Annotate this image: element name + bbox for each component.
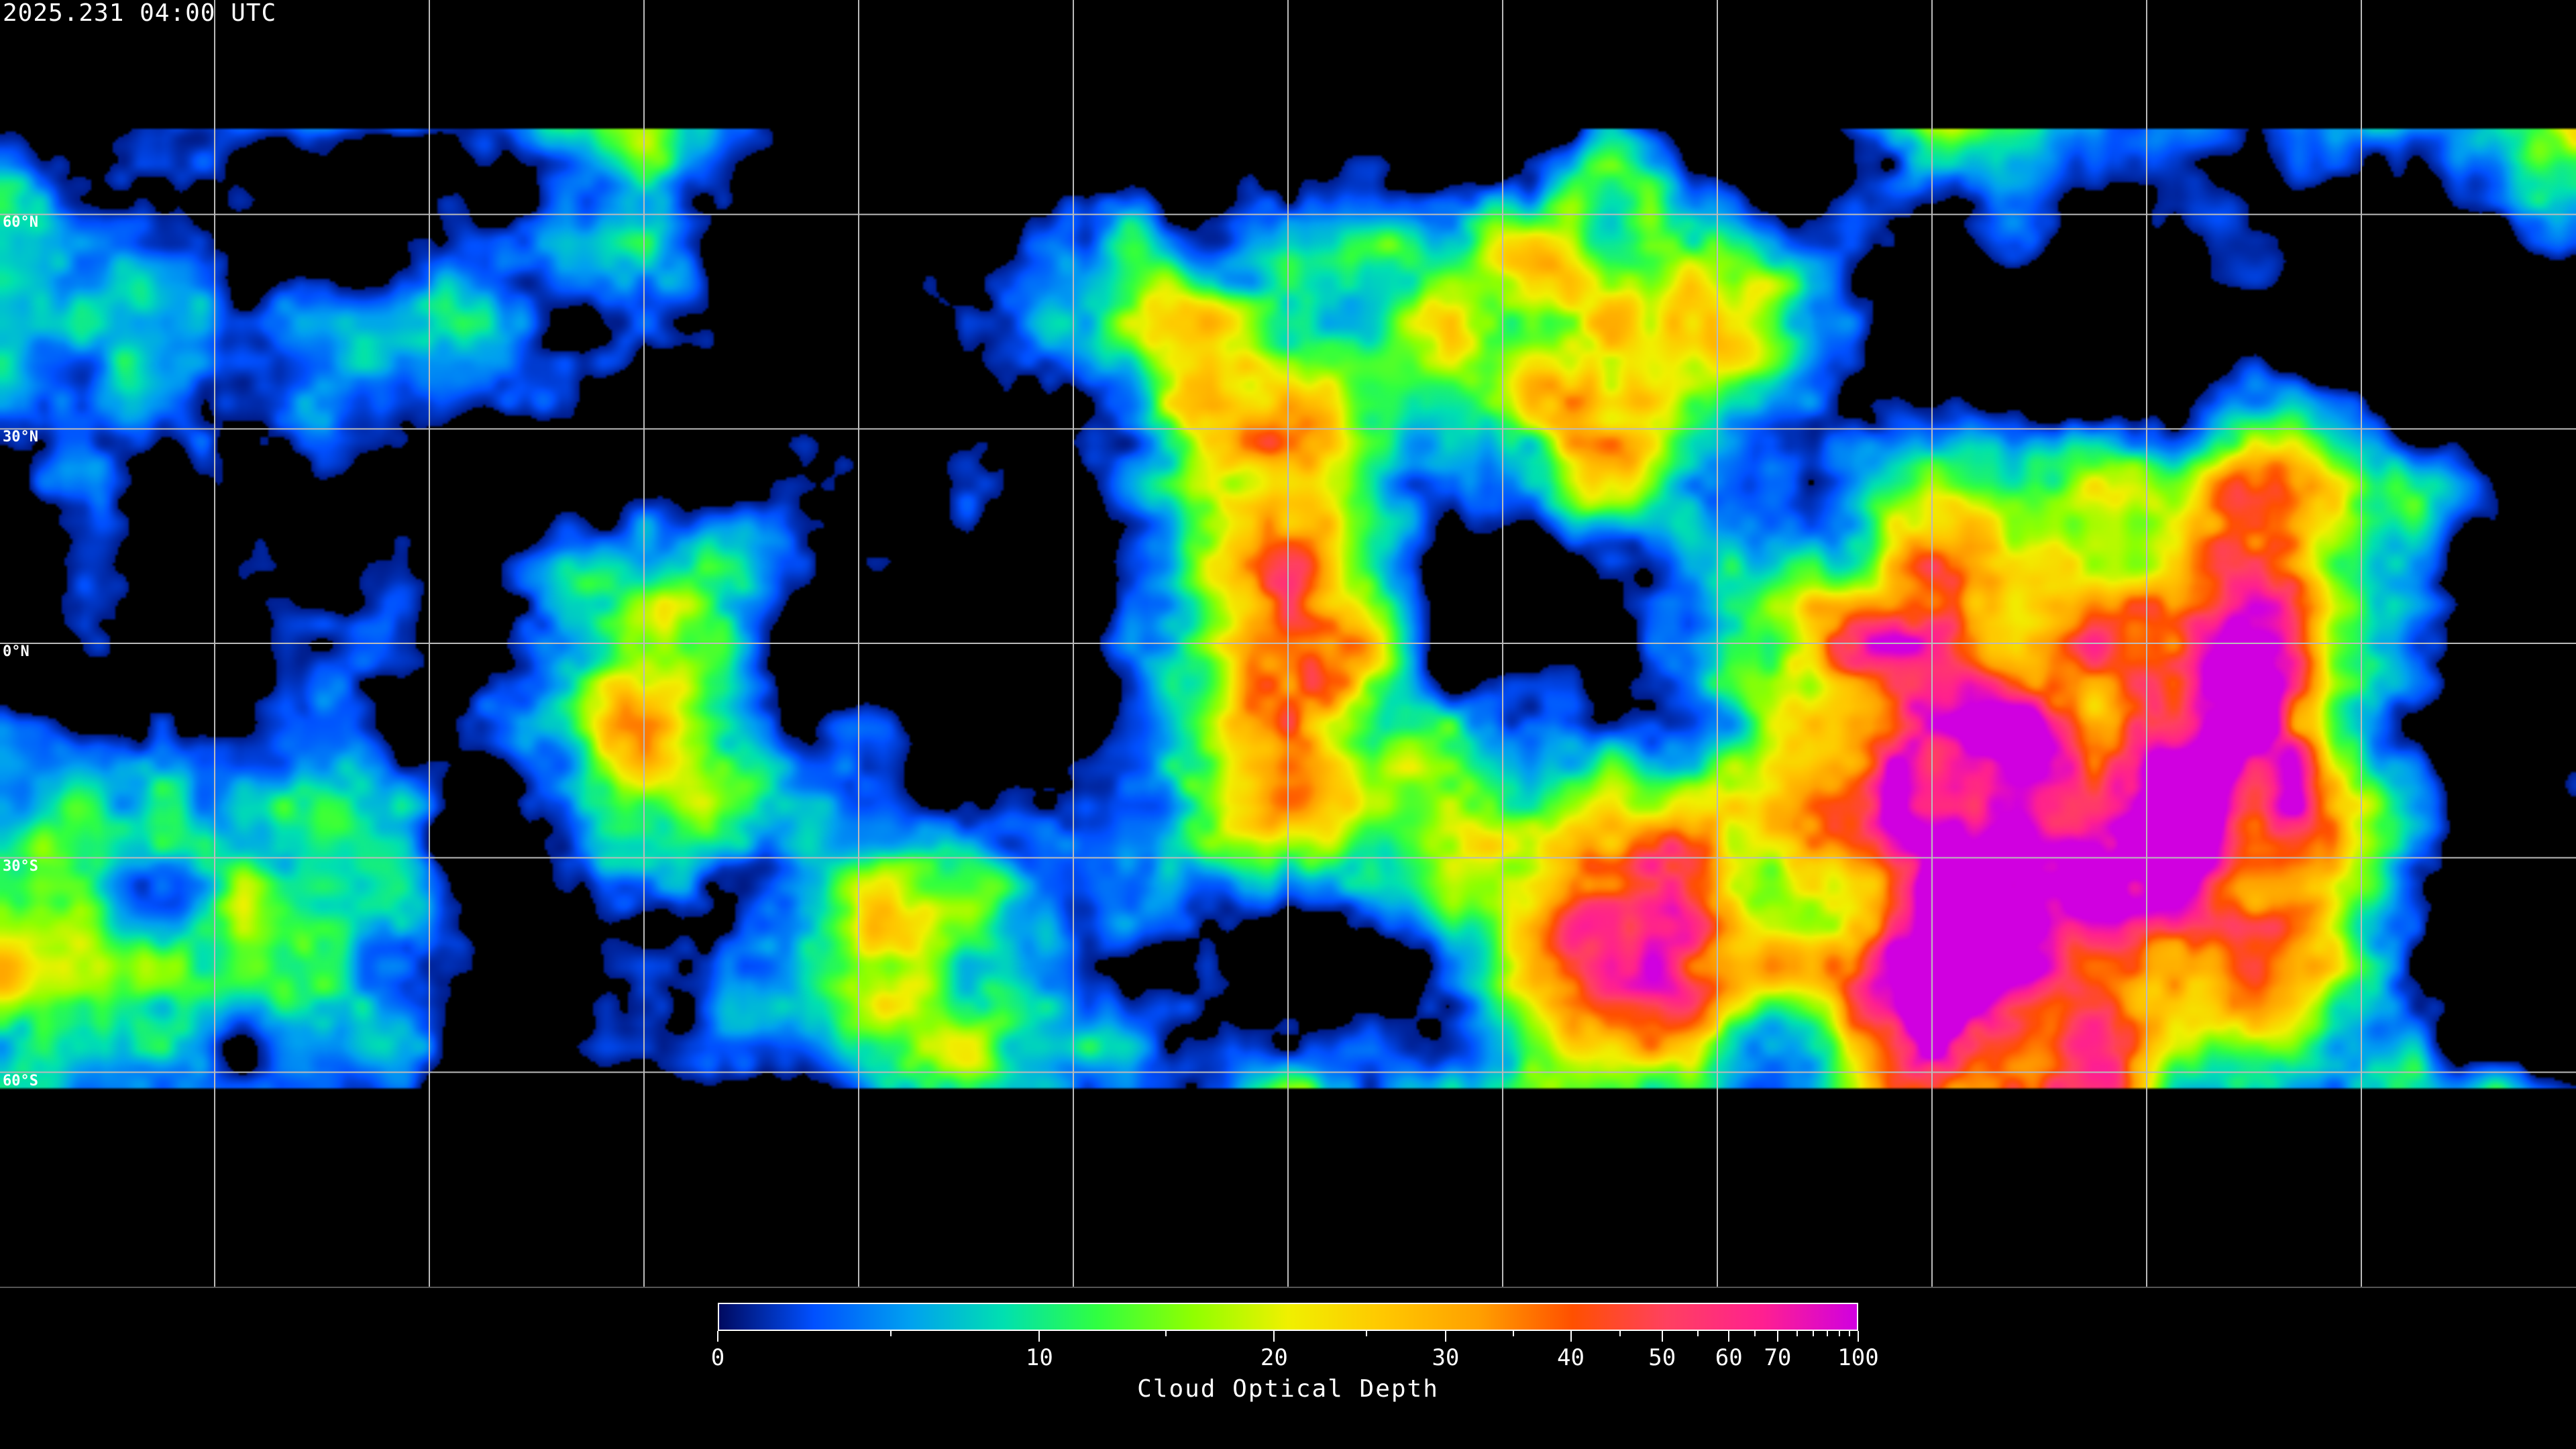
lat-label-60n: 60°N xyxy=(3,214,38,231)
map-divider xyxy=(0,1287,2576,1288)
colorbar-label: Cloud Optical Depth xyxy=(1137,1375,1439,1403)
tick-label: 30 xyxy=(1432,1344,1460,1371)
minor-tick xyxy=(1796,1331,1798,1336)
major-tick xyxy=(1661,1331,1663,1342)
minor-tick xyxy=(1754,1331,1756,1336)
minor-tick xyxy=(1838,1331,1840,1336)
lat-label-30s: 30°S xyxy=(3,858,38,875)
lat-lon-grid xyxy=(0,0,2576,1287)
tick-label: 70 xyxy=(1764,1344,1792,1371)
colorbar xyxy=(718,1303,1858,1331)
major-tick xyxy=(1858,1331,1859,1342)
minor-tick xyxy=(890,1331,892,1336)
major-tick xyxy=(1038,1331,1040,1342)
colorbar-ticks: 0 10 20 30 40 50 60 70 100 xyxy=(711,1331,1879,1385)
major-tick xyxy=(1273,1331,1275,1342)
minor-tick xyxy=(1165,1331,1167,1336)
major-tick xyxy=(1728,1331,1730,1342)
major-tick xyxy=(1776,1331,1778,1342)
tick-label: 10 xyxy=(1025,1344,1053,1371)
minor-tick xyxy=(1366,1331,1368,1336)
tick-label: 100 xyxy=(1837,1344,1879,1371)
tick-label: 20 xyxy=(1260,1344,1288,1371)
tick-label: 60 xyxy=(1715,1344,1743,1371)
minor-tick xyxy=(1512,1331,1514,1336)
minor-tick xyxy=(1826,1331,1828,1336)
minor-tick xyxy=(1812,1331,1814,1336)
lat-label-30n: 30°N xyxy=(3,429,38,445)
cloud-optical-depth-map xyxy=(0,0,2576,1287)
tick-label: 0 xyxy=(710,1344,725,1371)
major-tick xyxy=(1444,1331,1446,1342)
minor-tick xyxy=(1697,1331,1699,1336)
minor-tick xyxy=(1619,1331,1621,1336)
lat-label-60s: 60°S xyxy=(3,1073,38,1089)
timestamp: 2025.231 04:00 UTC xyxy=(3,0,277,27)
tick-label: 40 xyxy=(1557,1344,1585,1371)
major-tick xyxy=(717,1331,718,1342)
minor-tick xyxy=(1848,1331,1850,1336)
tick-label: 50 xyxy=(1648,1344,1676,1371)
lat-label-0n: 0°N xyxy=(3,643,30,660)
major-tick xyxy=(1570,1331,1572,1342)
